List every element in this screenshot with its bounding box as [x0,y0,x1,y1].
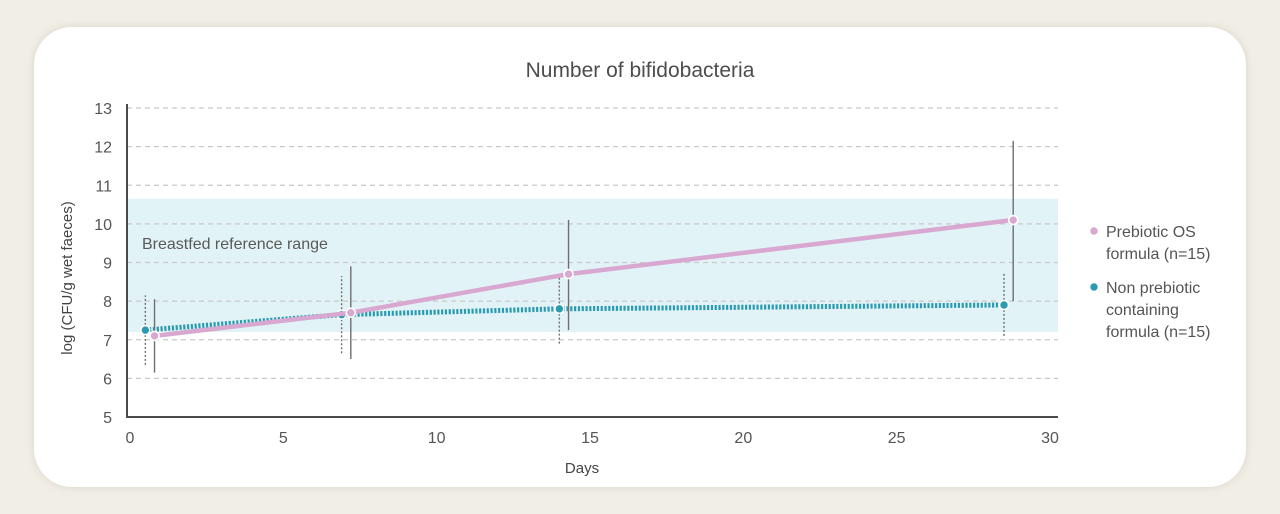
x-tick-label: 10 [428,430,446,447]
reference-band-label: Breastfed reference range [142,236,328,253]
data-point [345,307,357,319]
x-tick-label: 25 [888,430,906,447]
y-tick-label: 12 [94,140,112,157]
data-point [1007,214,1019,226]
series-line [152,217,1016,339]
y-tick-label: 8 [103,294,112,311]
chart-title: Number of bifidobacteria [526,59,755,82]
y-tick-label: 10 [94,217,112,234]
x-tick-label: 30 [1041,430,1059,447]
x-tick-label: 0 [126,430,135,447]
legend-label: Prebiotic OS [1106,224,1196,241]
x-tick-label: 15 [581,430,599,447]
y-axis-title: log (CFU/g wet faeces) [59,201,76,354]
reference-band [127,198,1058,333]
y-tick-label: 13 [94,101,112,118]
y-tick-label: 9 [103,256,112,273]
legend-label: containing [1106,302,1179,319]
data-point [998,299,1010,311]
series-prebiotic [149,140,1019,373]
x-tick-label: 20 [734,430,752,447]
legend-label: Non prebiotic [1106,280,1200,297]
legend-marker [1088,225,1100,237]
data-point [563,268,574,280]
y-tick-label: 11 [95,178,112,195]
data-point [149,330,160,342]
y-tick-label: 5 [103,410,112,427]
data-point [140,324,151,336]
y-tick-label: 7 [103,333,112,350]
y-tick-label: 6 [103,371,112,388]
x-tick-label: 5 [279,430,288,447]
legend-label: formula (n=15) [1106,324,1211,341]
legend-marker [1088,281,1100,293]
data-point [554,303,565,315]
x-axis-title: Days [565,460,599,477]
legend-label: formula (n=15) [1106,246,1211,263]
series-line [145,302,1005,333]
